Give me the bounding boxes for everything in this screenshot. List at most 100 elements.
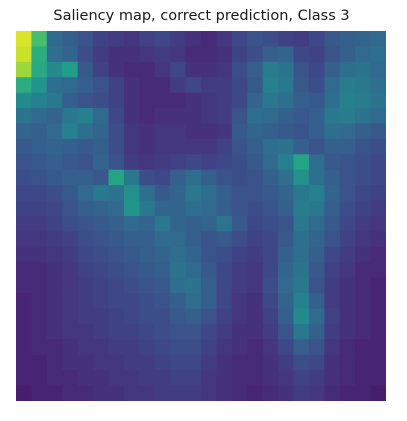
heatmap-cell: [247, 138, 264, 155]
heatmap-cell: [370, 77, 386, 94]
heatmap-cell: [339, 108, 356, 125]
heatmap-cell: [77, 185, 94, 202]
heatmap-cell: [278, 108, 295, 125]
heatmap-cell: [216, 385, 233, 401]
heatmap-cell: [262, 370, 279, 387]
heatmap-cell: [231, 185, 248, 202]
heatmap-cell: [247, 31, 264, 48]
heatmap-cell: [278, 323, 295, 340]
heatmap-cell: [170, 246, 187, 263]
heatmap-cell: [355, 108, 372, 125]
heatmap-cell: [293, 262, 310, 279]
heatmap-cell: [154, 323, 171, 340]
heatmap-cell: [324, 185, 341, 202]
heatmap-cell: [154, 200, 171, 217]
heatmap-cell: [16, 46, 33, 63]
heatmap-cell: [201, 77, 218, 94]
heatmap-cell: [355, 46, 372, 63]
heatmap-cell: [355, 123, 372, 140]
heatmap-cell: [370, 354, 386, 371]
heatmap-cell: [31, 61, 48, 78]
heatmap-cell: [293, 108, 310, 125]
heatmap-cell: [324, 339, 341, 356]
heatmap-cell: [247, 262, 264, 279]
heatmap-cell: [93, 46, 110, 63]
heatmap-cell: [170, 169, 187, 186]
heatmap-cell: [154, 31, 171, 48]
heatmap-cell: [231, 169, 248, 186]
heatmap-cell: [77, 169, 94, 186]
heatmap-cell: [93, 108, 110, 125]
heatmap-cell: [170, 123, 187, 140]
heatmap-cell: [216, 308, 233, 325]
heatmap-cell: [31, 169, 48, 186]
heatmap-cell: [139, 154, 156, 171]
heatmap-cell: [201, 92, 218, 109]
heatmap-cell: [185, 246, 202, 263]
heatmap-cell: [370, 154, 386, 171]
heatmap-cell: [154, 385, 171, 401]
heatmap-cell: [293, 46, 310, 63]
heatmap-cell: [308, 354, 325, 371]
heatmap-cell: [185, 77, 202, 94]
heatmap-cell: [247, 77, 264, 94]
heatmap-cell: [139, 108, 156, 125]
heatmap-cell: [293, 354, 310, 371]
heatmap-cell: [123, 262, 140, 279]
heatmap-cell: [62, 31, 79, 48]
heatmap-cell: [216, 262, 233, 279]
heatmap-cell: [77, 323, 94, 340]
heatmap-cell: [139, 200, 156, 217]
heatmap-cell: [185, 262, 202, 279]
heatmap-cell: [339, 293, 356, 310]
heatmap-cell: [31, 46, 48, 63]
heatmap-cell: [201, 46, 218, 63]
heatmap-cell: [93, 262, 110, 279]
heatmap-cell: [62, 293, 79, 310]
heatmap-cell: [62, 370, 79, 387]
heatmap-cell: [201, 31, 218, 48]
heatmap-cell: [108, 293, 125, 310]
heatmap-cell: [62, 123, 79, 140]
heatmap-cell: [170, 108, 187, 125]
heatmap-cell: [278, 277, 295, 294]
heatmap-cell: [324, 31, 341, 48]
heatmap-cell: [185, 293, 202, 310]
heatmap-cell: [185, 385, 202, 401]
heatmap-cell: [123, 323, 140, 340]
heatmap-cell: [139, 308, 156, 325]
heatmap-cell: [31, 31, 48, 48]
heatmap-cell: [46, 246, 63, 263]
heatmap-cell: [139, 231, 156, 248]
heatmap-cell: [31, 323, 48, 340]
heatmap-cell: [46, 216, 63, 233]
heatmap-cell: [170, 61, 187, 78]
heatmap-cell: [154, 370, 171, 387]
heatmap-cell: [123, 308, 140, 325]
heatmap-cell: [308, 169, 325, 186]
heatmap-cell: [293, 154, 310, 171]
heatmap-cell: [123, 246, 140, 263]
heatmap-cell: [170, 46, 187, 63]
heatmap-cell: [201, 169, 218, 186]
heatmap-cell: [108, 231, 125, 248]
heatmap-cell: [324, 308, 341, 325]
heatmap-cell: [123, 370, 140, 387]
heatmap-cell: [154, 262, 171, 279]
heatmap-cell: [355, 169, 372, 186]
heatmap-cell: [216, 108, 233, 125]
heatmap-cell: [108, 339, 125, 356]
heatmap-cell: [108, 77, 125, 94]
heatmap-cell: [247, 92, 264, 109]
heatmap-cell: [370, 323, 386, 340]
heatmap-cell: [62, 216, 79, 233]
heatmap-cell: [16, 354, 33, 371]
heatmap-cell: [216, 370, 233, 387]
heatmap-cell: [262, 231, 279, 248]
heatmap-cell: [355, 185, 372, 202]
heatmap-cell: [154, 46, 171, 63]
heatmap-cell: [108, 138, 125, 155]
heatmap-cell: [154, 108, 171, 125]
heatmap-cell: [355, 231, 372, 248]
heatmap-cell: [355, 370, 372, 387]
